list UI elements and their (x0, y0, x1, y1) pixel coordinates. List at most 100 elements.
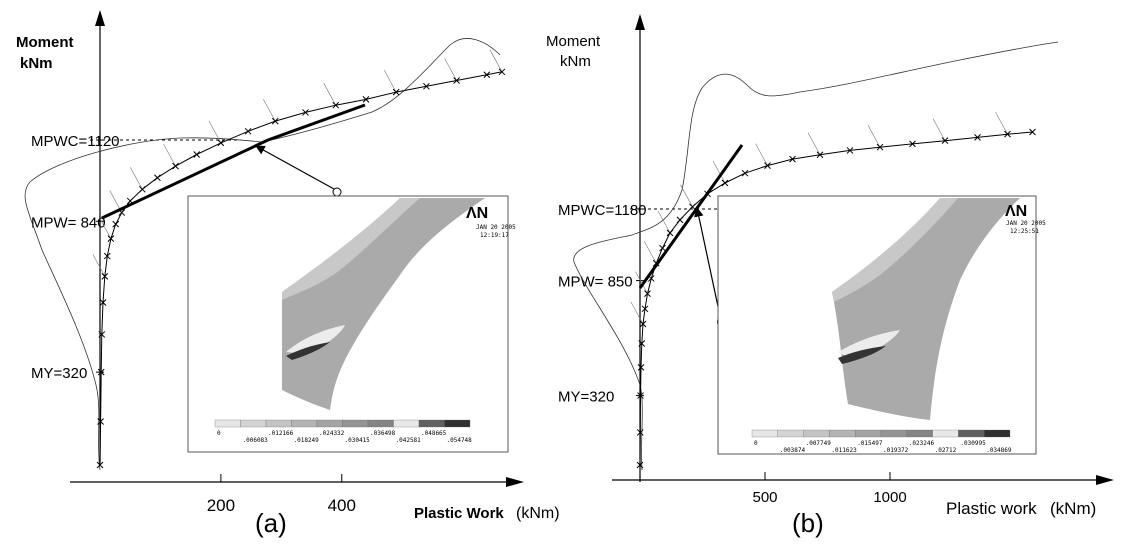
panel-b-inset-hotspot-outer (838, 330, 900, 358)
data-point (498, 68, 506, 76)
data-point (138, 185, 146, 193)
colorbar-label: 0 (217, 430, 221, 437)
colorbar-label: .012166 (268, 430, 294, 437)
data-point (637, 392, 644, 399)
colorbar-label: .018249 (294, 437, 320, 444)
colorbar-label: .030995 (960, 440, 986, 447)
colorbar-swatch (367, 419, 394, 428)
hatch-line (208, 120, 222, 144)
hatch-line (643, 241, 657, 264)
colorbar-label: 0 (754, 440, 758, 447)
panel-b-y-axis-arrow (635, 14, 645, 30)
x-tick-label: 500 (752, 489, 777, 506)
panel-b-xlabel: Plastic work (946, 499, 1037, 518)
panel-b-inset-shape (832, 198, 1020, 420)
panel-a-label: (a) (255, 508, 287, 538)
data-point (636, 429, 644, 436)
panel-a-pointer-arrow (255, 145, 335, 190)
hatch-line (807, 132, 821, 155)
data-point (974, 134, 981, 141)
colorbar-label: .007749 (806, 440, 832, 447)
panel-a-x-ticks: 200 400 (207, 474, 356, 515)
colorbar-label: .023246 (909, 440, 935, 447)
data-point (666, 229, 674, 237)
panel-a-inset-colorbar: 0 .012166 .024332 .036498 .048665 .006083 .018… (214, 419, 472, 444)
data-point (816, 151, 824, 159)
colorbar-swatch (444, 419, 471, 428)
data-point (647, 275, 655, 282)
colorbar-label: .02712 (935, 447, 957, 454)
data-point (721, 179, 729, 187)
data-point (96, 461, 104, 469)
colorbar-swatch (829, 429, 856, 438)
annotation-label: MPW= 840 (31, 214, 106, 231)
panel-b-label: (b) (792, 508, 824, 538)
data-point (639, 320, 647, 328)
panel-b-x-ticks: 500 1000 (752, 472, 907, 506)
hatch-line (489, 49, 503, 72)
colorbar-swatch (984, 429, 1011, 438)
hatch-line (263, 98, 276, 122)
hatch-line (712, 160, 726, 184)
panel-a-inset-shape (282, 198, 485, 410)
data-point (101, 273, 109, 280)
hatch-line (755, 143, 768, 166)
data-point (193, 151, 201, 158)
hatch-line (163, 143, 176, 167)
panel-a-hatching (92, 49, 503, 277)
panel-a-inset-date: JAN 20 2005 (476, 224, 516, 231)
panel-a-inset: ΛN JAN 20 2005 12:19:17 0 .012166 .024332.… (187, 195, 516, 453)
data-point (909, 140, 916, 148)
data-point (644, 290, 651, 297)
data-point (676, 216, 684, 224)
panel-a-ylabel-line2: kNm (20, 55, 53, 72)
panel-b-ylabel-line2: kNm (560, 53, 591, 70)
panel-a-inset-band (282, 198, 420, 300)
panel-a-tangent-line (101, 138, 269, 220)
annotation-label: MPW= 850 (558, 274, 633, 291)
data-point (741, 169, 749, 177)
colorbar-label: .019372 (883, 447, 909, 454)
panel-b-hatching (630, 112, 1008, 325)
hatch-line (92, 254, 106, 277)
data-point (302, 109, 309, 116)
data-point (652, 259, 660, 267)
annotation-label: MY=320 (31, 365, 87, 382)
panel-b-x-axis-arrow (1096, 475, 1114, 485)
data-point (271, 117, 279, 125)
data-point (97, 418, 104, 425)
colorbar-label: .015497 (857, 440, 883, 447)
data-point (126, 197, 134, 205)
data-point (846, 147, 854, 154)
panel-b-envelope (573, 41, 1059, 471)
colorbar-label: .006083 (243, 437, 269, 444)
panel-a-inset-hotspot-outer (286, 325, 345, 354)
data-point (789, 155, 796, 163)
data-point (332, 101, 340, 109)
data-point (876, 143, 884, 151)
colorbar-label: .036498 (370, 430, 396, 437)
data-point (98, 331, 106, 338)
data-point (1004, 130, 1011, 138)
panel-a-y-axis-arrow (95, 10, 105, 26)
data-point (99, 299, 107, 306)
colorbar-label: .024332 (319, 430, 345, 437)
colorbar-label: .034869 (986, 447, 1012, 454)
data-point (636, 461, 644, 469)
hatch-line (867, 125, 881, 148)
panel-b-annotations: MPWC=1180 MPW= 850 MY=320 (558, 202, 745, 406)
colorbar-swatch (240, 419, 267, 428)
colorbar-swatch (777, 429, 804, 438)
panel-a-pointer-origin (332, 187, 342, 197)
panel-b-ylabel-line1: Moment (546, 33, 601, 50)
data-point (764, 162, 771, 169)
hatch-line (383, 69, 397, 93)
data-point (423, 82, 430, 90)
colorbar-swatch (265, 419, 292, 428)
data-point (107, 235, 115, 243)
panel-a-xunit: (kNm) (516, 505, 560, 522)
colorbar-label: .042581 (396, 437, 422, 444)
panel-a-inset-time: 12:19:17 (480, 232, 509, 239)
panel-b-inset-time: 12:25:51 (1010, 228, 1039, 235)
panel-a-series-markers (96, 68, 506, 469)
